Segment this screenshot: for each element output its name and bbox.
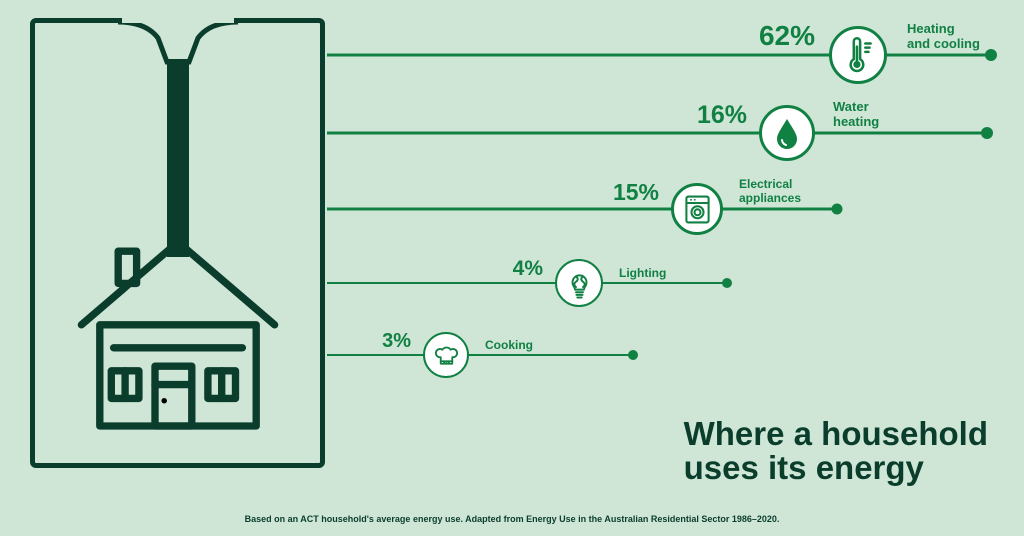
footnote-text: Based on an ACT household's average ener…: [245, 514, 780, 524]
row-lighting: 4% Lighting: [327, 254, 727, 312]
row-cooking: 3% Cooking: [327, 326, 633, 384]
category-label: Waterheating: [833, 100, 879, 130]
category-label: Electricalappliances: [739, 178, 801, 206]
percent-value: 16%: [697, 101, 747, 130]
percent-value: 4%: [513, 257, 543, 281]
category-label: Heatingand cooling: [907, 22, 980, 52]
row-line: [327, 208, 837, 211]
line-end-dot: [985, 49, 997, 61]
row-electrical-appliances: 15% Electricalappliances: [327, 180, 837, 238]
line-end-dot: [628, 350, 638, 360]
washer-icon: [671, 183, 723, 235]
funnel-path: [118, 22, 238, 62]
percent-value: 15%: [613, 179, 659, 206]
house-frame: [30, 18, 325, 468]
thermometer-icon: [829, 26, 887, 84]
row-line: [327, 282, 727, 284]
droplet-icon: [759, 105, 815, 161]
row-line: [327, 54, 991, 57]
line-end-dot: [722, 278, 732, 288]
row-line: [327, 354, 633, 356]
percent-value: 62%: [759, 20, 815, 52]
house-icon: [63, 219, 293, 449]
category-label: Cooking: [485, 339, 533, 353]
percent-value: 3%: [382, 330, 411, 353]
row-line: [327, 132, 987, 135]
chef-hat-icon: [423, 332, 469, 378]
row-heating-cooling: 62%Heatingand cooling: [327, 26, 991, 84]
line-end-dot: [981, 127, 993, 139]
title-line-2: uses its energy: [684, 451, 988, 486]
line-end-dot: [832, 204, 843, 215]
infographic-canvas: 62%Heatingand cooling 16%Waterheating 15…: [0, 0, 1024, 536]
title-line-1: Where a household: [684, 417, 988, 452]
infographic-title: Where a household uses its energy: [684, 417, 988, 486]
category-label: Lighting: [619, 267, 666, 281]
row-water-heating: 16%Waterheating: [327, 104, 987, 162]
bulb-icon: [555, 259, 603, 307]
